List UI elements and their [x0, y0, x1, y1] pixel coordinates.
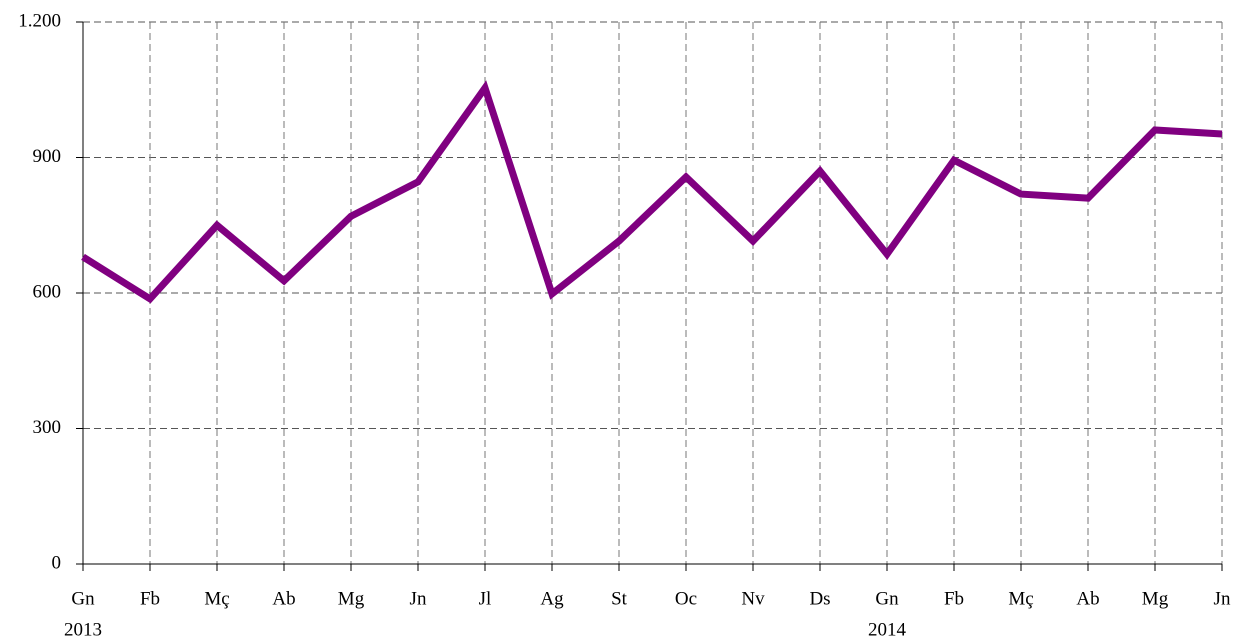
x-tick-label: St [611, 588, 628, 609]
x-tick-label: Jl [479, 588, 492, 609]
x-tick-label: Ds [809, 588, 830, 609]
y-tick-label: 0 [52, 552, 62, 573]
x-tick-label: Fb [944, 588, 964, 609]
line-series [81, 80, 1223, 304]
x-tick-label: Nv [741, 588, 765, 609]
x-tick-label: Gn [71, 588, 95, 609]
x-tick-label: Mç [1008, 588, 1033, 609]
y-tick-label: 600 [33, 281, 62, 302]
y-tick-label: 900 [33, 146, 62, 167]
x-tick-label: Gn [875, 588, 899, 609]
x-tick-label: Fb [140, 588, 160, 609]
x-tick-label: Mg [338, 588, 365, 609]
x-group-label: 2013 [64, 619, 102, 638]
x-tick-label: Oc [675, 588, 697, 609]
x-tick-label: Ab [1076, 588, 1099, 609]
x-tick-label: Mg [1142, 588, 1169, 609]
x-tick-label: Jn [410, 588, 427, 609]
y-tick-label: 1.200 [18, 10, 61, 31]
y-tick-label: 300 [33, 417, 62, 438]
x-tick-label: Ab [272, 588, 295, 609]
x-tick-label: Jn [1214, 588, 1231, 609]
x-tick-label: Mç [204, 588, 229, 609]
x-tick-label: Ag [540, 588, 564, 609]
x-group-label: 2014 [868, 619, 907, 638]
